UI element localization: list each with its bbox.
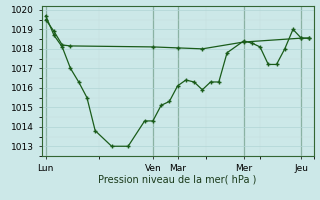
X-axis label: Pression niveau de la mer( hPa ): Pression niveau de la mer( hPa )	[99, 174, 257, 184]
